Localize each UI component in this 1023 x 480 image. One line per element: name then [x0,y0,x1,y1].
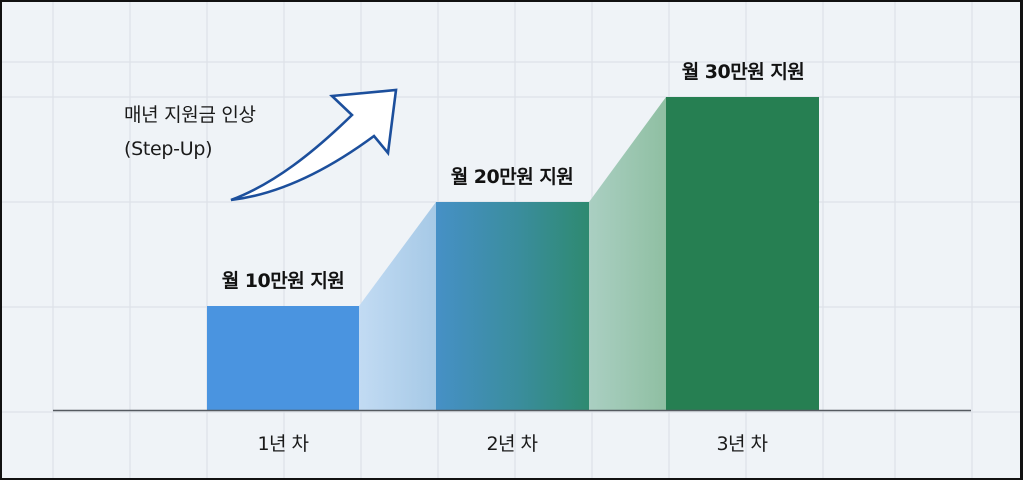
bar-year-2 [436,202,589,410]
bar-year-3 [666,97,819,410]
x-tick-year-2: 2년 차 [486,433,538,455]
step-up-annotation: 매년 지원금 인상 (Step-Up) [124,98,256,166]
step-connector-1 [359,202,436,410]
bar-year-1 [207,306,359,410]
bar-label-year-1: 월 10만원 지원 [221,270,345,292]
bar-label-year-3: 월 30만원 지원 [681,61,805,83]
x-tick-year-3: 3년 차 [716,433,768,455]
x-tick-year-1: 1년 차 [257,433,309,455]
annotation-line-2: (Step-Up) [124,138,213,160]
step-connector-2 [589,97,666,410]
step-up-arrow-icon [230,88,398,202]
annotation-line-1: 매년 지원금 인상 [124,104,256,126]
bar-label-year-2: 월 20만원 지원 [450,166,574,188]
